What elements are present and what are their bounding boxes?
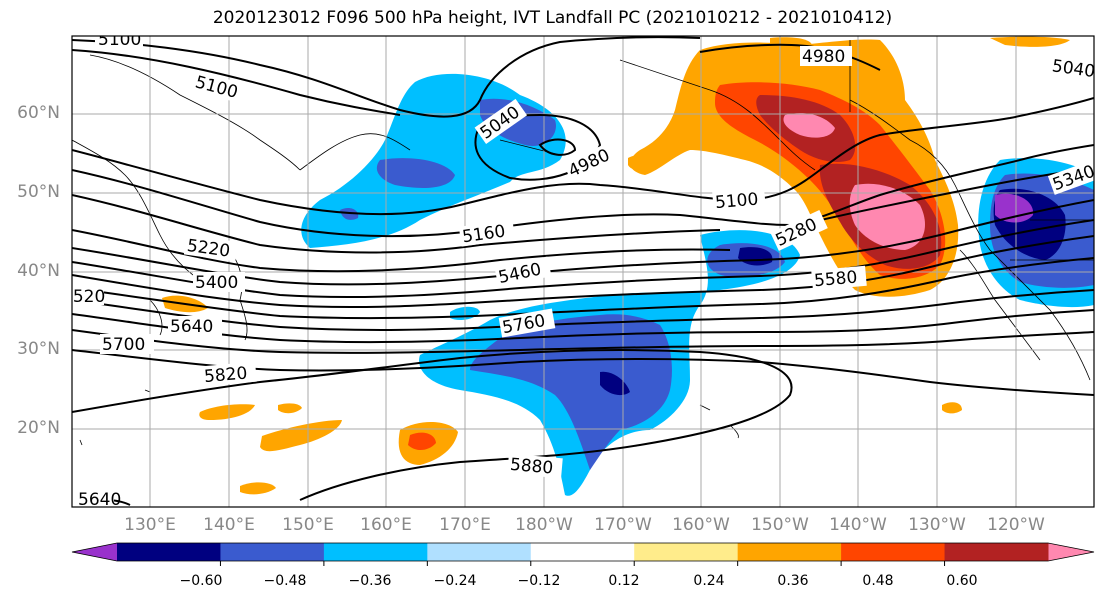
contour-label: 5100 <box>98 30 141 50</box>
map-frame <box>71 35 1095 508</box>
lon-label: 180°W <box>515 515 573 535</box>
colorbar-segment <box>634 543 739 561</box>
map-title: 2020123012 F096 500 hPa height, IVT Land… <box>212 8 893 28</box>
lon-label: 170°W <box>594 515 652 535</box>
colorbar-extend-high <box>1048 543 1094 561</box>
lon-label: 140°W <box>829 515 887 535</box>
colorbar-segment <box>117 543 221 561</box>
contour-label: 5640 <box>170 317 213 337</box>
colorbar-tick-label: 0.12 <box>608 573 640 589</box>
contour-label: 4980 <box>802 47 845 67</box>
lat-label: 60°N <box>17 103 60 123</box>
colorbar <box>71 542 1095 566</box>
lon-label: 130°W <box>908 515 966 535</box>
contour-label: 5100 <box>714 189 759 213</box>
lon-label: 130°E <box>124 515 176 535</box>
colorbar-tick-label: 0.48 <box>862 573 894 589</box>
colorbar-segment <box>323 543 428 561</box>
coastlines <box>72 40 1094 446</box>
lat-label: 40°N <box>17 261 60 281</box>
lat-label: 20°N <box>17 418 60 438</box>
lon-label: 160°E <box>360 515 412 535</box>
contour-label: 5520 <box>62 287 105 307</box>
lat-label: 30°N <box>17 339 60 359</box>
colorbar-tick-label: −0.60 <box>179 573 223 589</box>
lat-label: 50°N <box>17 182 60 202</box>
lon-label: 170°E <box>439 515 491 535</box>
colorbar-tick-label: −0.48 <box>263 573 307 589</box>
lon-label: 150°W <box>751 515 809 535</box>
colorbar-tick-label: 0.60 <box>946 573 978 589</box>
lon-label: 150°E <box>282 515 334 535</box>
colorbar-segment <box>944 543 1049 561</box>
colorbar-segment <box>530 543 635 561</box>
contour-label: 5640 <box>78 490 121 510</box>
height-contours <box>72 36 1094 506</box>
colorbar-tick-label: −0.24 <box>433 573 477 589</box>
colorbar-extend-low <box>72 543 117 561</box>
contour-label: 5700 <box>102 335 145 355</box>
contour-label: 5880 <box>509 455 554 479</box>
colorbar-tick-label: −0.36 <box>348 573 392 589</box>
colorbar-segment <box>737 543 842 561</box>
contour-label: 5580 <box>813 268 858 292</box>
lon-label: 160°W <box>672 515 730 535</box>
map-plot-area: 5100 5100 5040 4980 4980 5040 5100 5160 … <box>62 30 1094 510</box>
colorbar-segment <box>220 543 325 561</box>
contour-label: 5820 <box>203 363 248 387</box>
lon-label: 140°E <box>203 515 255 535</box>
colorbar-segment <box>841 543 946 561</box>
contour-label: 5400 <box>195 273 238 293</box>
lon-label: 120°W <box>987 515 1045 535</box>
colorbar-tick-label: −0.12 <box>517 573 561 589</box>
colorbar-tick-label: 0.36 <box>777 573 809 589</box>
colorbar-segment <box>427 543 532 561</box>
colorbar-tick-label: 0.24 <box>693 573 725 589</box>
